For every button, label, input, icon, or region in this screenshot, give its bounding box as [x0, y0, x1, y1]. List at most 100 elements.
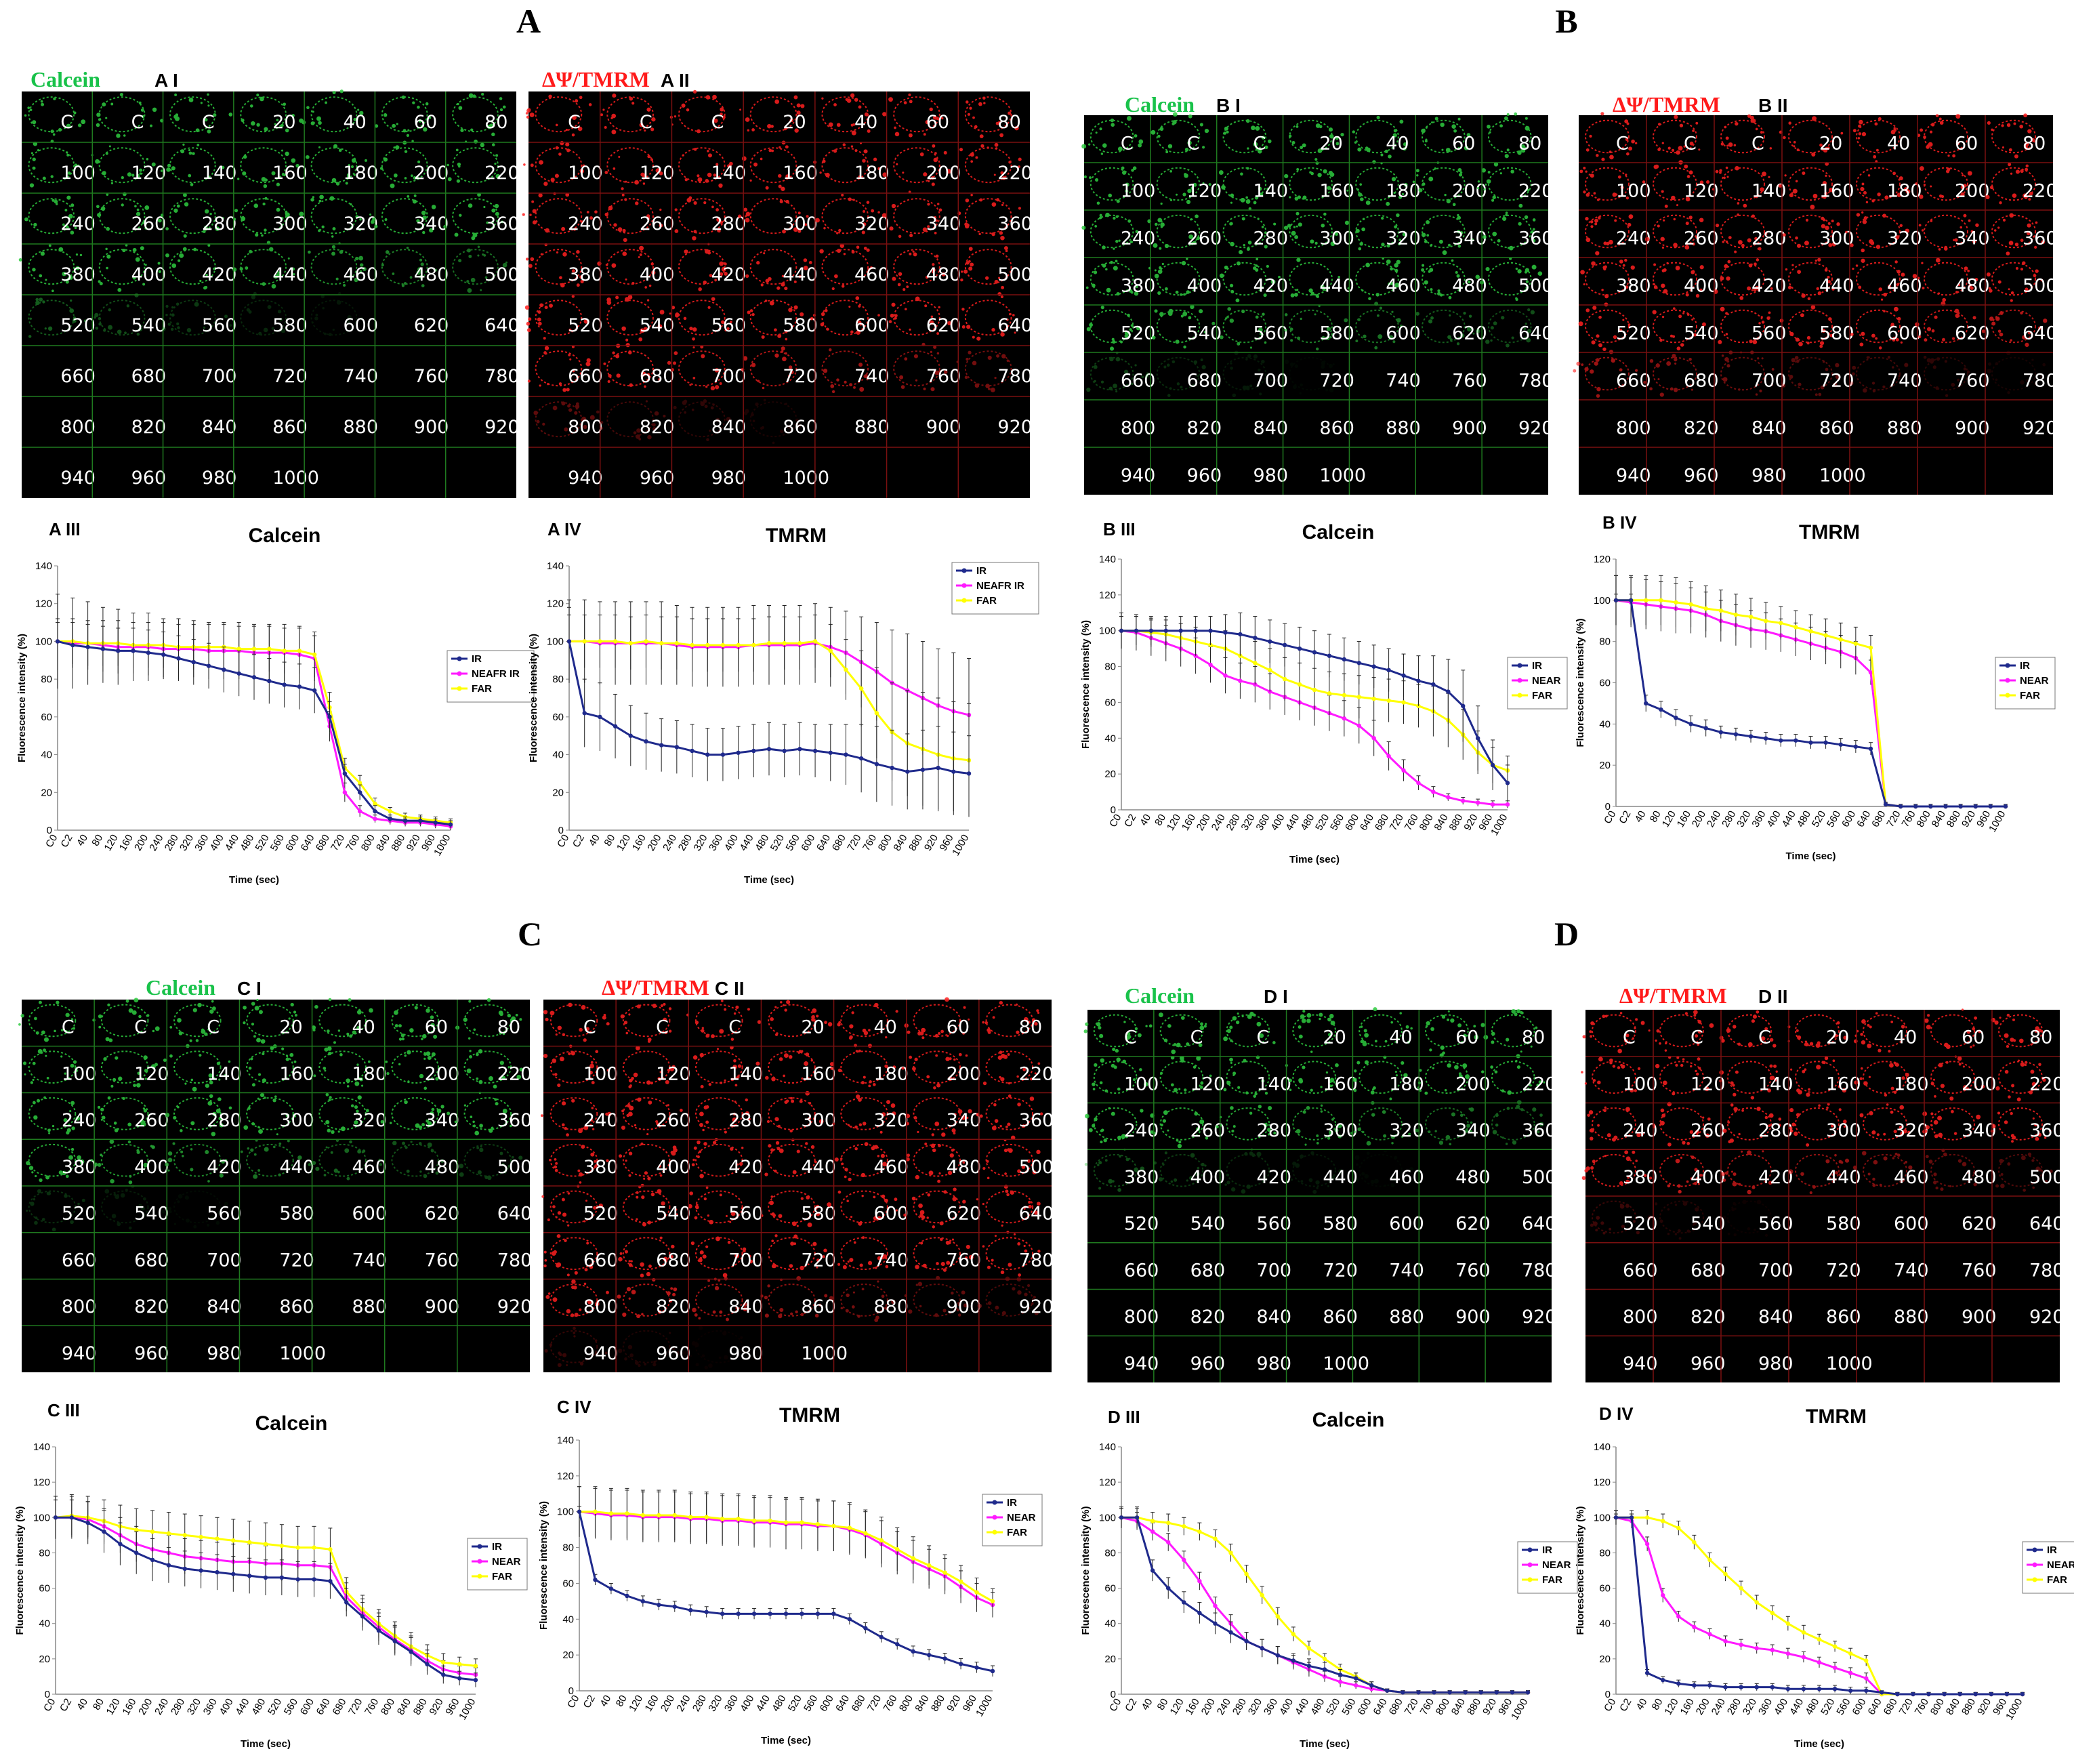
- cell-image: [827, 1190, 898, 1226]
- tile-time-label: 220: [497, 1063, 533, 1084]
- cell-image: [829, 1280, 896, 1322]
- data-point: [1253, 661, 1258, 665]
- tile-time-label: 220: [1019, 1063, 1054, 1084]
- x-tick-label: 480: [1803, 1697, 1821, 1717]
- tile-time-label: 840: [711, 417, 747, 438]
- cell-image: [1417, 1053, 1470, 1095]
- legend-label: IR: [2047, 1544, 2057, 1556]
- tile-time-label: 460: [1386, 275, 1421, 296]
- cell-image: [98, 244, 147, 292]
- cell-image: [28, 298, 87, 338]
- data-point: [376, 1628, 381, 1633]
- data-point: [1644, 1542, 1650, 1546]
- cell-image: [674, 196, 726, 241]
- tile-time-label: 940: [62, 1343, 97, 1364]
- data-point: [1644, 1515, 1650, 1520]
- x-tick-label: 800: [1417, 813, 1436, 833]
- x-tick-label: 720: [1884, 809, 1903, 829]
- cell-image: [1284, 305, 1334, 351]
- data-point: [608, 1511, 614, 1516]
- data-point: [659, 743, 664, 747]
- legend-label: NEAR: [1007, 1512, 1036, 1523]
- tile-time-label: 760: [425, 1250, 460, 1271]
- x-tick-label: 200: [132, 833, 150, 853]
- cell-image: [165, 1094, 232, 1136]
- cell-image: [1719, 1061, 1778, 1100]
- data-point: [1463, 1690, 1468, 1695]
- tile-time-label: 800: [1121, 417, 1156, 438]
- tile-time-label: 40: [874, 1017, 897, 1038]
- tile-time-label: 480: [1955, 275, 1990, 296]
- cell-image: [545, 1279, 609, 1317]
- data-point: [782, 748, 787, 754]
- tile-time-label: 800: [1616, 417, 1651, 438]
- data-point: [895, 1642, 900, 1647]
- tile-time-label: 540: [1684, 323, 1719, 344]
- tile-time-label: 700: [728, 1250, 764, 1271]
- legend-label: FAR: [492, 1571, 512, 1582]
- data-point: [1973, 1691, 1978, 1697]
- data-point: [1739, 1642, 1743, 1647]
- data-point: [1213, 1621, 1218, 1626]
- data-point: [312, 1577, 316, 1582]
- legend-marker: [457, 656, 462, 661]
- tile-time-label: 220: [1518, 180, 1554, 201]
- x-tick-label: 280: [676, 833, 694, 853]
- cell-image: [741, 346, 797, 390]
- data-point: [608, 1586, 614, 1591]
- data-point: [1148, 628, 1154, 633]
- data-point: [1244, 1639, 1249, 1643]
- tile-time-label: 360: [2023, 228, 2058, 249]
- data-point: [1244, 1572, 1249, 1576]
- data-point: [1386, 668, 1391, 673]
- data-point: [1291, 1658, 1296, 1663]
- x-tick-label: 640: [1371, 1697, 1390, 1717]
- tmrm-image-grid-c: C C C 20 40 60 80 100 120 140 160 180 200 220 240 260 28…: [540, 997, 1054, 1372]
- cell-image: [882, 144, 951, 186]
- tile-time-label: 200: [1455, 1073, 1491, 1094]
- data-point: [1628, 598, 1634, 603]
- chart-title-a-iv: TMRM: [766, 525, 827, 547]
- tile-time-label: 640: [1019, 1204, 1054, 1225]
- data-point: [974, 1665, 979, 1670]
- data-point: [222, 668, 226, 672]
- cell-image: [1148, 1012, 1207, 1054]
- x-tick-label: 280: [690, 1694, 709, 1714]
- cell-image: [1652, 307, 1706, 351]
- data-point: [1282, 676, 1287, 682]
- tile-time-label: C: [202, 112, 215, 133]
- cell-image: [1421, 259, 1471, 300]
- data-point: [1832, 1686, 1838, 1691]
- tile-time-label: 860: [1819, 417, 1854, 438]
- cell-image: [91, 145, 156, 185]
- tile-time-label: C: [134, 1017, 147, 1038]
- x-tick-label: 320: [706, 1694, 724, 1714]
- tile-time-label: 580: [272, 315, 308, 336]
- tile-time-label: 260: [1190, 1120, 1226, 1141]
- x-tick-label: 120: [627, 1694, 645, 1714]
- tile-time-label: 980: [207, 1343, 242, 1364]
- data-point: [657, 1513, 661, 1518]
- tile-time-label: 460: [344, 264, 379, 285]
- y-tick-label: 60: [1104, 1583, 1116, 1595]
- tile-time-label: 160: [801, 1063, 836, 1084]
- data-point: [766, 747, 772, 752]
- tile-time-label: 880: [352, 1296, 388, 1317]
- cell-image: [1147, 214, 1201, 250]
- legend-label: IR: [472, 653, 482, 665]
- cell-image: [617, 1277, 678, 1319]
- cell-image: [1482, 211, 1536, 251]
- cell-image: [1987, 113, 2036, 159]
- tile-time-label: 180: [1386, 180, 1421, 201]
- data-point: [215, 1536, 220, 1541]
- data-point: [1801, 1655, 1806, 1660]
- x-tick-label: 920: [922, 833, 940, 853]
- cell-image: [604, 147, 663, 190]
- tile-time-label: 900: [1455, 1307, 1491, 1328]
- data-point: [879, 1538, 884, 1543]
- data-point: [1275, 1653, 1280, 1658]
- data-point: [1197, 1578, 1202, 1584]
- data-point: [263, 1542, 268, 1546]
- tile-time-label: 260: [640, 213, 675, 234]
